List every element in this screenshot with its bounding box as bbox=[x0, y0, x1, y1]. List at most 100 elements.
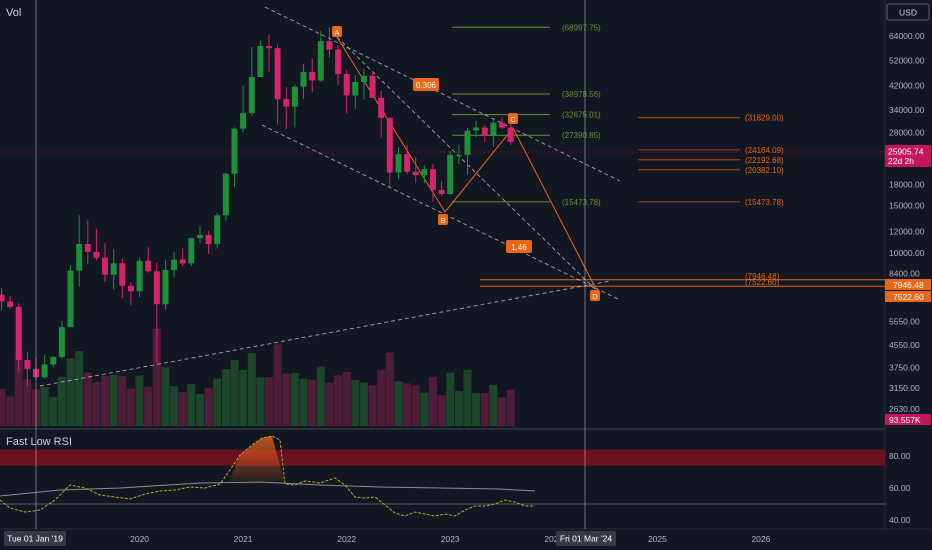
pattern-ad-line bbox=[336, 36, 601, 295]
volume-bar bbox=[385, 352, 394, 426]
volume-bar bbox=[49, 396, 58, 426]
target-level-label: (7522.60) bbox=[745, 278, 780, 287]
candle-body bbox=[84, 244, 91, 252]
pattern-point-marker bbox=[508, 113, 518, 124]
time-tick-label: 2026 bbox=[751, 534, 770, 544]
candle-body bbox=[274, 48, 281, 100]
rsi-signal-line bbox=[0, 481, 536, 497]
volume-bar bbox=[161, 367, 170, 426]
volume-bar bbox=[144, 386, 153, 426]
volume-bar bbox=[351, 380, 360, 426]
volume-bar bbox=[0, 388, 6, 426]
candle-body bbox=[145, 260, 152, 272]
price-tick-label: 3150.00 bbox=[889, 383, 920, 393]
volume-bar bbox=[101, 375, 109, 426]
candle-body bbox=[335, 49, 342, 75]
candle-body bbox=[67, 270, 74, 328]
candle-body bbox=[136, 260, 143, 292]
currency-button[interactable]: USD bbox=[886, 3, 930, 21]
volume-bar bbox=[66, 358, 75, 426]
rsi-scale-label: 60.00 bbox=[889, 483, 911, 493]
volume-bar bbox=[204, 387, 213, 426]
volume-bar bbox=[463, 369, 472, 426]
volume-bar bbox=[273, 344, 282, 426]
pattern-point-label: C bbox=[510, 115, 516, 124]
crosshair-future-tag: Fri 01 Mar '24 bbox=[556, 531, 616, 546]
candle-body bbox=[205, 235, 212, 244]
candle-body bbox=[499, 122, 505, 128]
candle-body bbox=[386, 117, 393, 173]
rsi-scale-label: 80.00 bbox=[889, 451, 911, 461]
volume-tag: 93.557K bbox=[885, 414, 931, 425]
candle-body bbox=[473, 127, 480, 131]
volume-bar bbox=[325, 382, 334, 426]
candle-body bbox=[395, 154, 402, 173]
volume-bars bbox=[0, 328, 515, 426]
volume-bar bbox=[299, 378, 308, 426]
candle-body bbox=[257, 46, 264, 77]
volume-bar bbox=[126, 388, 135, 426]
level-low-value: 7522.60 bbox=[893, 292, 924, 302]
last-price-tag: 25905.74 22d 2h bbox=[885, 145, 931, 167]
candle-body bbox=[352, 82, 359, 96]
price-tick-label: 3750.00 bbox=[889, 363, 920, 373]
candle-body bbox=[188, 238, 195, 264]
volume-bar bbox=[368, 385, 377, 426]
crosshair-date-label: Tue 01 Jan '19 bbox=[7, 534, 63, 544]
volume-bar bbox=[394, 381, 403, 426]
candle-body bbox=[24, 360, 31, 370]
candle-body bbox=[214, 215, 221, 244]
candle-body bbox=[179, 259, 186, 264]
volume-bar bbox=[57, 376, 66, 426]
vol-label: Vol bbox=[6, 7, 21, 19]
price-tick-label: 5550.00 bbox=[889, 317, 920, 327]
rsi-scale-label: 40.00 bbox=[889, 515, 911, 525]
candle-body bbox=[171, 259, 178, 270]
pattern-points: A B C D 0.306 1.46 bbox=[332, 26, 600, 301]
candle-body bbox=[412, 171, 419, 176]
price-tick-label: 28000.00 bbox=[889, 128, 925, 138]
volume-bar bbox=[152, 328, 161, 426]
volume-bar bbox=[83, 372, 92, 426]
candle-body bbox=[76, 244, 83, 271]
candle-body bbox=[162, 269, 169, 305]
candle-body bbox=[360, 75, 367, 82]
fib-green-label: (27390.85) bbox=[562, 131, 601, 140]
volume-bar bbox=[429, 376, 437, 426]
volume-bar bbox=[40, 387, 49, 426]
volume-bar bbox=[316, 366, 325, 426]
candle-body bbox=[507, 127, 514, 142]
candle-body bbox=[231, 128, 238, 174]
time-tick-label: 2024 bbox=[544, 534, 563, 544]
volume-bar bbox=[170, 386, 179, 426]
volume-bar bbox=[230, 360, 239, 426]
candle-body bbox=[404, 154, 411, 172]
volume-bar bbox=[75, 351, 84, 426]
candle-body bbox=[110, 263, 117, 275]
volume-bar bbox=[178, 392, 187, 426]
pattern-point-marker bbox=[332, 26, 342, 37]
fib-levels: (68997.75) (38978.56) (32675.01) (27390.85)… bbox=[452, 23, 885, 287]
volume-bar bbox=[221, 369, 230, 426]
fib-orange-label: (20382.10) bbox=[745, 166, 784, 175]
ratio-label: 0.306 bbox=[416, 81, 437, 90]
volume-bar bbox=[196, 393, 204, 426]
candle-body bbox=[378, 97, 385, 118]
candle-body bbox=[438, 189, 445, 195]
price-tick-label: 4550.00 bbox=[889, 340, 920, 350]
volume-bar bbox=[420, 392, 429, 426]
candle-body bbox=[317, 41, 324, 81]
volume-bar bbox=[92, 381, 101, 426]
volume-bar bbox=[256, 377, 265, 426]
volume-bar bbox=[403, 383, 412, 426]
rsi-pane-bg bbox=[0, 430, 885, 529]
price-axis: 80000.0064000.0052000.0042000.0034000.00… bbox=[889, 5, 925, 525]
volume-bar bbox=[187, 384, 196, 426]
candle-body bbox=[421, 169, 428, 176]
price-tick-label: 64000.00 bbox=[889, 31, 925, 41]
candle-body bbox=[58, 327, 65, 358]
rsi-overbought-fill bbox=[228, 436, 285, 484]
last-price-value: 25905.74 bbox=[888, 147, 924, 157]
time-tick-label: 2025 bbox=[648, 534, 667, 544]
